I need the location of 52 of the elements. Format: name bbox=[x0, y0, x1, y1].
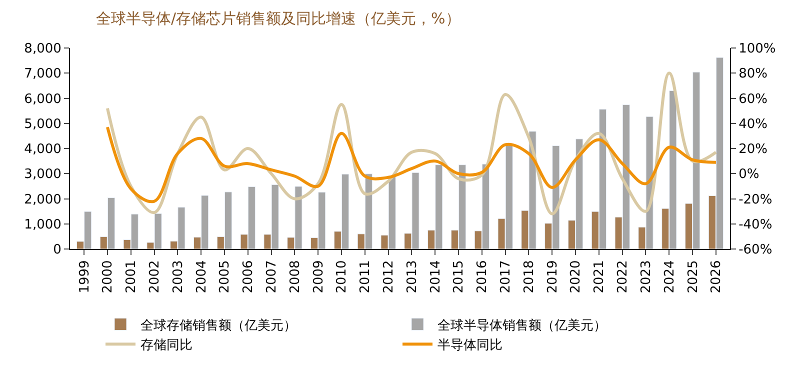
y2-tick-label: 20% bbox=[738, 142, 768, 158]
x-tick-label: 2021 bbox=[592, 260, 608, 294]
x-tick-label: 2005 bbox=[218, 260, 233, 294]
x-tick-label: 2001 bbox=[124, 260, 140, 294]
y-tick-label: 5,000 bbox=[24, 116, 62, 132]
x-tick-label: 2018 bbox=[522, 260, 537, 294]
x-tick-label: 2014 bbox=[428, 260, 444, 294]
x-tick-label: 2013 bbox=[404, 260, 420, 294]
x-tick-label: 2015 bbox=[452, 260, 467, 294]
x-tick-label: 2025 bbox=[686, 260, 701, 294]
x-tick-label: 2011 bbox=[358, 260, 374, 294]
x-tick-label: 2022 bbox=[616, 260, 631, 294]
x-tick-label: 2023 bbox=[638, 260, 654, 294]
y-tick-label: 6,000 bbox=[24, 92, 62, 107]
x-tick-label: 2007 bbox=[264, 260, 280, 294]
y2-tick-label: 80% bbox=[738, 66, 768, 82]
x-tick-label: 2009 bbox=[311, 260, 326, 294]
x-tick-label: 2008 bbox=[288, 260, 303, 294]
x-tick-label: 2004 bbox=[194, 260, 210, 294]
x-tick-label: 2024 bbox=[662, 260, 678, 294]
y2-tick-label: 100% bbox=[738, 42, 776, 57]
x-tick-label: 2000 bbox=[100, 260, 116, 294]
y-tick-label: 7,000 bbox=[24, 66, 62, 82]
line-series bbox=[106, 126, 718, 204]
x-tick-label: 2020 bbox=[568, 260, 584, 294]
x-tick-label: 2026 bbox=[709, 260, 724, 294]
legend-label: 全球半导体销售额（亿美元） bbox=[438, 317, 606, 334]
y-tick-label: 1,000 bbox=[24, 217, 62, 232]
x-tick-label: 2006 bbox=[241, 260, 256, 294]
x-tick-label: 2010 bbox=[334, 260, 350, 294]
x-tick-label: 2017 bbox=[498, 260, 514, 294]
y-tick-label: 0 bbox=[53, 242, 62, 258]
legend-label: 全球存储销售额（亿美元） bbox=[140, 317, 296, 334]
y2-tick-label: 40% bbox=[738, 116, 768, 132]
x-tick-label: 2012 bbox=[382, 260, 397, 294]
y2-tick-label: 60% bbox=[738, 92, 768, 107]
x-tick-label: 2016 bbox=[475, 260, 490, 294]
y-tick-label: 4,000 bbox=[24, 142, 62, 158]
y2-tick-label: -60% bbox=[738, 242, 772, 258]
y2-tick-label: -40% bbox=[738, 217, 772, 232]
y-tick-label: 8,000 bbox=[24, 42, 62, 57]
x-tick-label: 2003 bbox=[170, 260, 186, 294]
y2-tick-label: -20% bbox=[738, 192, 772, 208]
y-tick-label: 2,000 bbox=[24, 192, 62, 208]
x-tick-label: 2019 bbox=[545, 260, 560, 294]
y-tick-label: 3,000 bbox=[24, 167, 62, 182]
legend-label: 半导体同比 bbox=[438, 338, 502, 354]
legend-label: 存储同比 bbox=[140, 338, 192, 354]
x-tick-label: 1999 bbox=[77, 260, 92, 294]
chart-title: 全球半导体/存储芯片销售额及同比增速（亿美元，%） bbox=[96, 9, 460, 28]
y2-tick-label: 0% bbox=[738, 167, 760, 182]
x-tick-label: 2002 bbox=[147, 260, 162, 294]
